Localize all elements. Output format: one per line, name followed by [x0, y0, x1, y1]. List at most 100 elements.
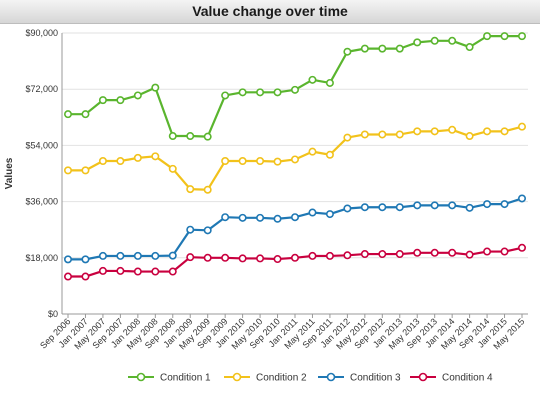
- data-point[interactable]: [483, 32, 492, 41]
- data-point[interactable]: [238, 213, 247, 222]
- data-point[interactable]: [308, 147, 317, 156]
- data-point[interactable]: [186, 225, 195, 234]
- data-point[interactable]: [203, 132, 212, 141]
- data-point[interactable]: [116, 251, 125, 260]
- data-point[interactable]: [430, 248, 439, 257]
- data-point[interactable]: [290, 155, 299, 164]
- data-point[interactable]: [413, 201, 422, 210]
- data-point[interactable]: [500, 247, 509, 256]
- data-point[interactable]: [290, 85, 299, 94]
- data-point[interactable]: [500, 200, 509, 209]
- data-point[interactable]: [378, 44, 387, 53]
- data-point[interactable]: [325, 210, 334, 219]
- data-point[interactable]: [378, 250, 387, 259]
- data-point[interactable]: [448, 125, 457, 134]
- data-point[interactable]: [238, 157, 247, 166]
- data-point[interactable]: [168, 164, 177, 173]
- data-point[interactable]: [413, 38, 422, 47]
- data-point[interactable]: [151, 267, 160, 276]
- data-point[interactable]: [168, 251, 177, 260]
- data-point[interactable]: [483, 127, 492, 136]
- data-point[interactable]: [221, 157, 230, 166]
- data-point[interactable]: [221, 91, 230, 100]
- data-point[interactable]: [483, 247, 492, 256]
- data-point[interactable]: [517, 194, 526, 203]
- data-point[interactable]: [517, 243, 526, 252]
- data-point[interactable]: [343, 251, 352, 260]
- data-point[interactable]: [98, 251, 107, 260]
- data-point[interactable]: [186, 185, 195, 194]
- data-point[interactable]: [308, 75, 317, 84]
- data-point[interactable]: [203, 226, 212, 235]
- data-point[interactable]: [517, 122, 526, 131]
- data-point[interactable]: [238, 254, 247, 263]
- data-point[interactable]: [448, 248, 457, 257]
- data-point[interactable]: [186, 253, 195, 262]
- data-point[interactable]: [465, 203, 474, 212]
- data-point[interactable]: [343, 47, 352, 56]
- data-point[interactable]: [81, 166, 90, 175]
- data-point[interactable]: [168, 267, 177, 276]
- data-point[interactable]: [64, 255, 73, 264]
- data-point[interactable]: [360, 250, 369, 259]
- data-point[interactable]: [116, 96, 125, 105]
- data-point[interactable]: [430, 36, 439, 45]
- data-point[interactable]: [308, 208, 317, 217]
- legend-item-2[interactable]: Condition 2: [224, 373, 307, 384]
- data-point[interactable]: [221, 253, 230, 262]
- data-point[interactable]: [500, 127, 509, 136]
- data-point[interactable]: [360, 203, 369, 212]
- data-point[interactable]: [465, 250, 474, 259]
- data-point[interactable]: [133, 153, 142, 162]
- data-point[interactable]: [133, 91, 142, 100]
- data-point[interactable]: [395, 44, 404, 53]
- data-point[interactable]: [343, 204, 352, 213]
- data-point[interactable]: [273, 214, 282, 223]
- data-point[interactable]: [343, 133, 352, 142]
- data-point[interactable]: [500, 32, 509, 41]
- data-point[interactable]: [413, 127, 422, 136]
- data-point[interactable]: [465, 132, 474, 141]
- data-point[interactable]: [81, 110, 90, 119]
- data-point[interactable]: [273, 88, 282, 97]
- data-point[interactable]: [395, 130, 404, 139]
- data-point[interactable]: [465, 43, 474, 52]
- legend-item-4[interactable]: Condition 4: [410, 373, 493, 384]
- data-point[interactable]: [290, 253, 299, 262]
- data-point[interactable]: [378, 130, 387, 139]
- data-point[interactable]: [517, 32, 526, 41]
- data-point[interactable]: [151, 83, 160, 92]
- data-point[interactable]: [325, 150, 334, 159]
- data-point[interactable]: [378, 203, 387, 212]
- data-point[interactable]: [116, 157, 125, 166]
- data-point[interactable]: [64, 272, 73, 281]
- data-point[interactable]: [430, 127, 439, 136]
- data-point[interactable]: [133, 267, 142, 276]
- data-point[interactable]: [98, 157, 107, 166]
- data-point[interactable]: [238, 88, 247, 97]
- data-point[interactable]: [273, 157, 282, 166]
- data-point[interactable]: [256, 213, 265, 222]
- data-point[interactable]: [448, 201, 457, 210]
- data-point[interactable]: [483, 200, 492, 209]
- data-point[interactable]: [64, 166, 73, 175]
- data-point[interactable]: [325, 78, 334, 87]
- data-point[interactable]: [413, 248, 422, 257]
- legend-item-3[interactable]: Condition 3: [318, 373, 401, 384]
- data-point[interactable]: [308, 251, 317, 260]
- data-point[interactable]: [221, 213, 230, 222]
- data-point[interactable]: [116, 266, 125, 275]
- data-point[interactable]: [395, 203, 404, 212]
- data-point[interactable]: [395, 250, 404, 259]
- data-point[interactable]: [203, 253, 212, 262]
- data-point[interactable]: [133, 251, 142, 260]
- data-point[interactable]: [151, 251, 160, 260]
- data-point[interactable]: [430, 201, 439, 210]
- data-point[interactable]: [360, 130, 369, 139]
- data-point[interactable]: [290, 213, 299, 222]
- data-point[interactable]: [325, 251, 334, 260]
- data-point[interactable]: [203, 185, 212, 194]
- data-point[interactable]: [186, 132, 195, 141]
- data-point[interactable]: [273, 255, 282, 264]
- data-point[interactable]: [81, 255, 90, 264]
